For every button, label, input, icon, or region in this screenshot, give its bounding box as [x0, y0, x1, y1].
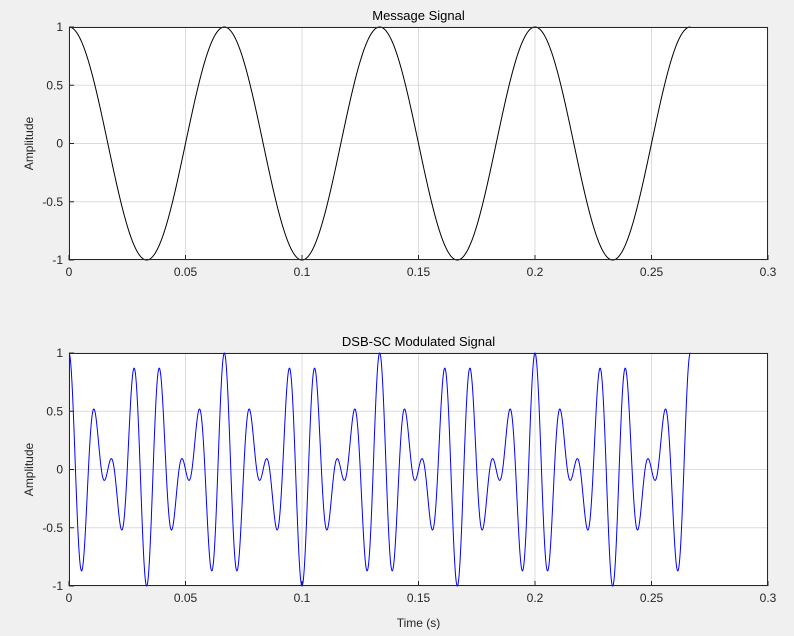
- y-axis-label: Amplitude: [22, 117, 36, 171]
- x-tick-label: 0.15: [407, 591, 431, 605]
- x-tick-label: 0.2: [527, 265, 544, 279]
- x-tick-label: 0.05: [174, 591, 198, 605]
- y-tick-label: 0: [56, 137, 63, 151]
- x-tick-label: 0: [66, 591, 73, 605]
- y-tick-label: 1: [56, 20, 63, 34]
- y-tick-label: 0: [56, 463, 63, 477]
- y-tick-label: -1: [52, 253, 63, 267]
- y-tick-label: -0.5: [42, 195, 63, 209]
- x-tick-label: 0.3: [760, 265, 777, 279]
- x-tick-label: 0.25: [640, 265, 664, 279]
- y-tick-label: 0.5: [46, 404, 63, 418]
- x-tick-label: 0.1: [294, 265, 311, 279]
- chart-title: Message Signal: [372, 8, 465, 23]
- x-tick-label: 0.3: [760, 591, 777, 605]
- y-tick-label: -0.5: [42, 521, 63, 535]
- y-tick-label: 0.5: [46, 78, 63, 92]
- y-tick-label: -1: [52, 579, 63, 593]
- y-axis-label: Amplitude: [22, 443, 36, 497]
- x-tick-label: 0.2: [527, 591, 544, 605]
- x-tick-label: 0.25: [640, 591, 664, 605]
- y-tick-label: 1: [56, 346, 63, 360]
- x-tick-label: 0.1: [294, 591, 311, 605]
- x-axis-label: Time (s): [397, 616, 441, 630]
- chart-title: DSB-SC Modulated Signal: [342, 334, 495, 349]
- x-tick-label: 0.15: [407, 265, 431, 279]
- x-tick-label: 0: [66, 265, 73, 279]
- x-tick-label: 0.05: [174, 265, 198, 279]
